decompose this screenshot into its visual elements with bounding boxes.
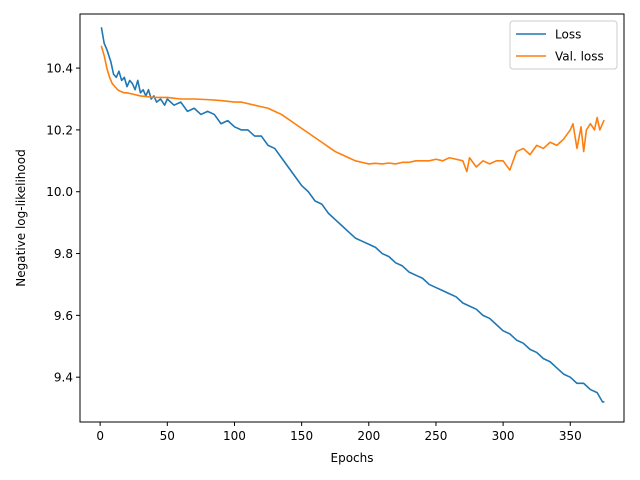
- x-tick-label: 50: [160, 429, 175, 443]
- y-axis: 9.4 9.6 9.8 10.0 10.2 10.4: [46, 62, 80, 385]
- legend-box: [509, 20, 618, 70]
- y-tick-label: 9.4: [54, 371, 73, 385]
- series-line-loss: [100, 27, 605, 403]
- y-axis-title: Negative log-likelihood: [14, 149, 28, 286]
- series-line-val-loss: [100, 45, 605, 173]
- plot-area: [80, 14, 624, 422]
- y-tick-label: 10.0: [46, 185, 73, 199]
- x-axis: 0 50 100 150 200 250 300 350: [96, 422, 582, 443]
- y-tick-label: 9.6: [54, 309, 73, 323]
- x-tick-label: 150: [290, 429, 313, 443]
- x-tick-label: 300: [492, 429, 515, 443]
- y-tick-label: 9.8: [54, 247, 73, 261]
- series-layer: [100, 27, 605, 403]
- legend-label-loss: Loss: [555, 28, 581, 42]
- x-tick-label: 0: [96, 429, 104, 443]
- y-tick-label: 10.4: [46, 62, 73, 76]
- x-tick-label: 250: [424, 429, 447, 443]
- x-axis-title: Epochs: [331, 451, 374, 465]
- x-tick-label: 100: [223, 429, 246, 443]
- y-tick-label: 10.2: [46, 123, 73, 137]
- legend: Loss Val. loss: [509, 20, 618, 70]
- x-tick-label: 350: [559, 429, 582, 443]
- legend-label-val-loss: Val. loss: [555, 50, 604, 64]
- axes-frame: [79, 13, 625, 423]
- x-tick-label: 200: [357, 429, 380, 443]
